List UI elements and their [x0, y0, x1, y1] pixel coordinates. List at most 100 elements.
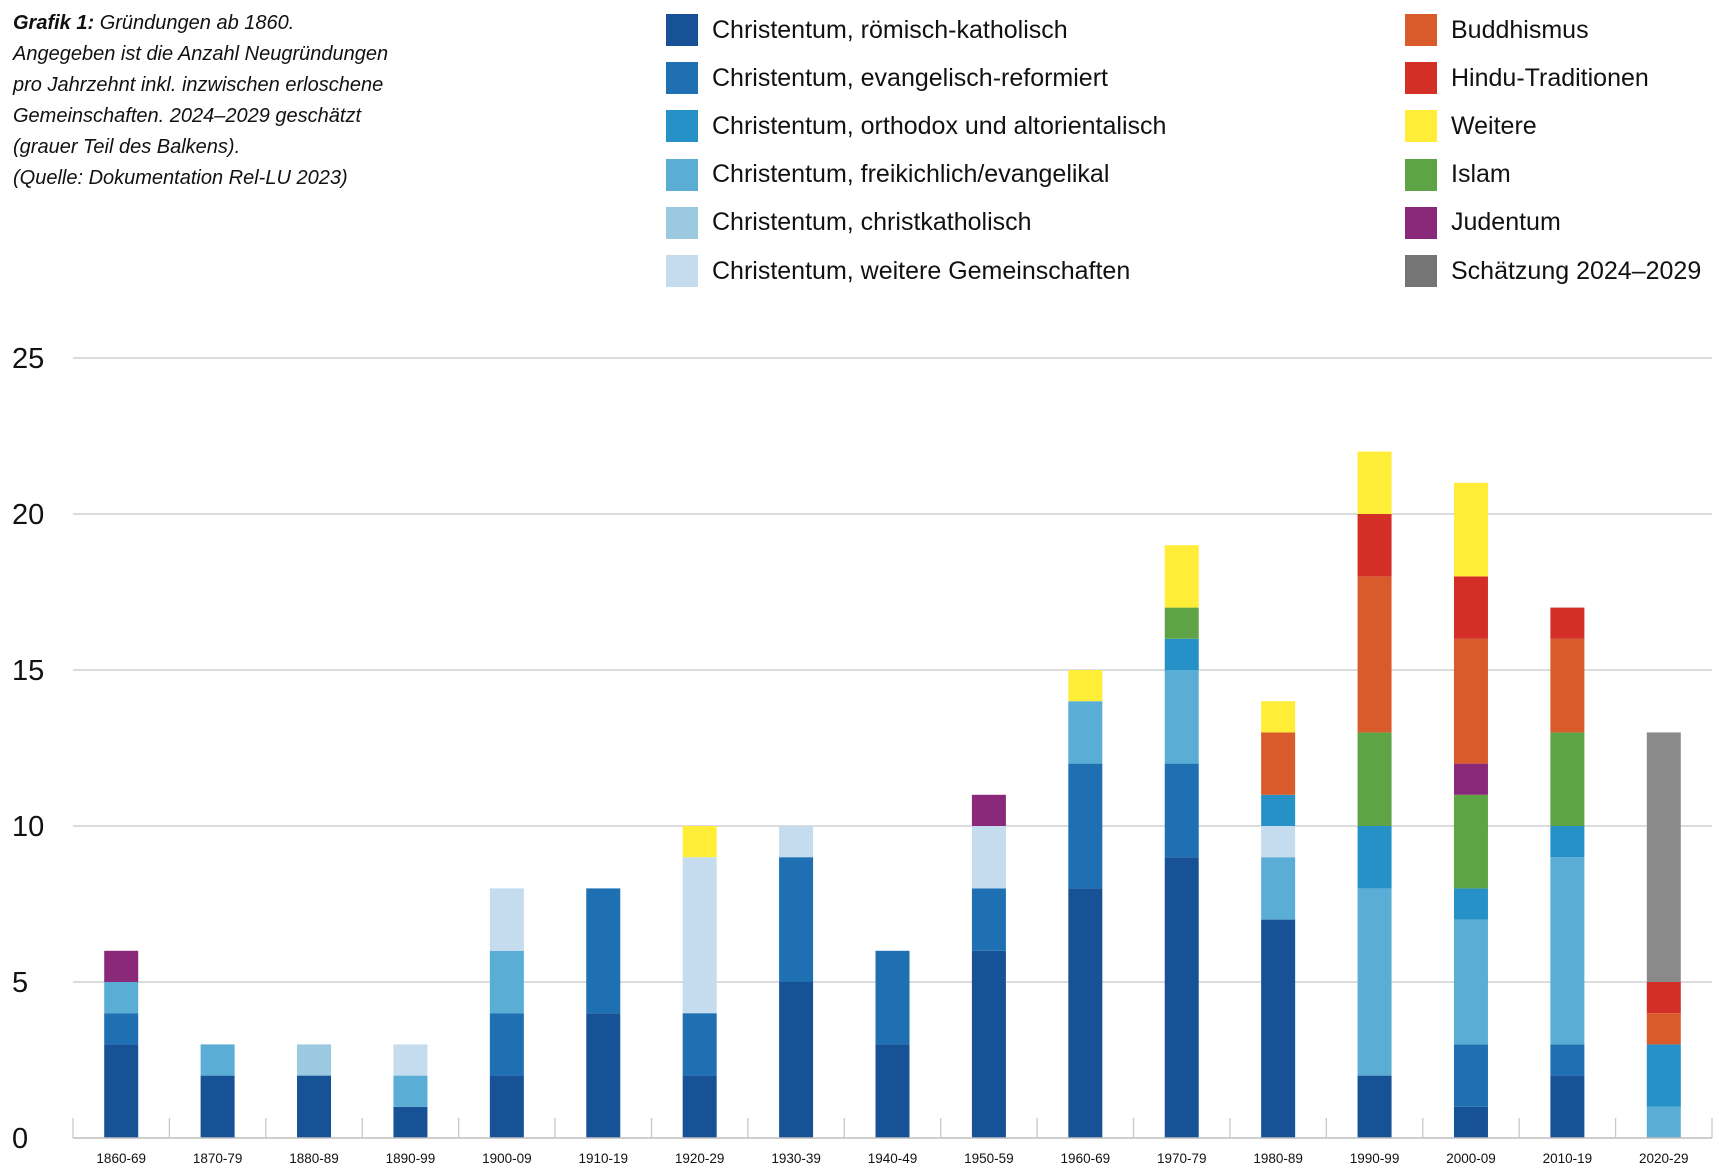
bar-segment-wg [971, 826, 1006, 889]
legend-item: Islam [1405, 151, 1701, 199]
bar-segment-hi [1646, 982, 1681, 1014]
legend-item: Schätzung 2024–2029 [1405, 247, 1701, 295]
legend-label: Christentum, römisch-katholisch [712, 15, 1068, 44]
chart-caption: Grafik 1: Gründungen ab 1860. Angegeben … [13, 8, 473, 194]
x-tick-label: 2020-29 [1639, 1151, 1689, 1166]
bar-segment-hi [1357, 514, 1392, 577]
bar-segment-we [1164, 545, 1199, 608]
bar-segment-we [1261, 701, 1296, 733]
bar-segment-wg [489, 888, 524, 951]
bar-segment-bu [1357, 576, 1392, 733]
bar-stack [1646, 732, 1681, 1138]
legend-item: Christentum, freikichlich/evangelikal [666, 151, 1166, 199]
bar-segment-bu [1261, 732, 1296, 795]
legend-swatch [1405, 110, 1437, 143]
legend-item: Christentum, weitere Gemeinschaften [666, 247, 1166, 295]
legend-column-christian: Christentum, römisch-katholisch Christen… [666, 6, 1166, 295]
bar-segment-wg [779, 826, 814, 858]
bar-stack [1164, 545, 1199, 1138]
bar-segment-or [1453, 888, 1488, 920]
legend-item: Judentum [1405, 199, 1701, 247]
x-tick-label: 1880-89 [289, 1151, 339, 1166]
bar-stack [682, 826, 717, 1138]
legend-item: Buddhismus [1405, 6, 1701, 54]
bar-segment-bu [1453, 638, 1488, 764]
bar-stack [1261, 701, 1296, 1138]
bar-segment-rk [586, 1013, 621, 1138]
caption-title-bold: Grafik 1: [13, 12, 95, 34]
y-tick-label: 20 [12, 499, 44, 531]
bar-segment-rk [104, 1044, 139, 1138]
bar-segment-fr [489, 950, 524, 1014]
x-tick-label: 1970-79 [1157, 1151, 1207, 1166]
bar-segment-wg [393, 1044, 428, 1076]
bar-segment-er [1453, 1044, 1488, 1107]
bar-segment-fr [200, 1044, 235, 1076]
bar-segment-rk [1164, 857, 1199, 1138]
legend-label: Christentum, freikichlich/evangelikal [712, 160, 1110, 189]
legend-item: Christentum, christkatholisch [666, 199, 1166, 247]
bar-segment-is [1357, 732, 1392, 826]
bar-stack [104, 950, 139, 1138]
bar-stack [875, 950, 910, 1138]
bar-segment-we [1068, 670, 1103, 702]
legend-swatch [1405, 255, 1437, 288]
caption-source: (Quelle: Dokumentation Rel-LU 2023) [13, 167, 348, 189]
bar-segment-rk [1068, 888, 1103, 1138]
legend-column-other: Buddhismus Hindu-Traditionen Weitere Isl… [1405, 6, 1701, 295]
bar-segment-rk [971, 950, 1006, 1138]
bars [104, 451, 1681, 1138]
legend-label: Hindu-Traditionen [1451, 63, 1649, 92]
x-tick-label: 1870-79 [193, 1151, 243, 1166]
bar-segment-fr [1453, 919, 1488, 1045]
bar-stack [1550, 607, 1585, 1138]
bar-segment-er [971, 888, 1006, 951]
x-tick-label: 1960-69 [1061, 1151, 1111, 1166]
bar-segment-er [1550, 1044, 1585, 1076]
caption-line: Gemeinschaften. 2024–2029 geschätzt [13, 105, 362, 127]
legend-item: Christentum, römisch-katholisch [666, 6, 1166, 54]
legend-label: Christentum, weitere Gemeinschaften [712, 256, 1131, 285]
bar-segment-er [779, 857, 814, 982]
bar-segment-rk [1550, 1075, 1585, 1138]
bar-segment-rk [682, 1075, 717, 1138]
bar-segment-fr [393, 1075, 428, 1107]
bar-segment-bu [1646, 1013, 1681, 1045]
bar-stack [971, 794, 1006, 1138]
legend-label: Christentum, evangelisch-reformiert [712, 63, 1108, 92]
legend-item: Hindu-Traditionen [1405, 54, 1701, 102]
y-tick-label: 5 [12, 967, 28, 999]
bar-segment-we [682, 826, 717, 858]
bar-segment-est [1646, 732, 1681, 982]
legend-swatch [666, 110, 698, 143]
bar-stack [200, 1044, 235, 1138]
bar-segment-ju [1453, 763, 1488, 795]
legend-swatch [666, 14, 698, 47]
bar-stack [297, 1044, 332, 1138]
bar-segment-wg [1261, 826, 1296, 858]
bar-segment-fr [1164, 670, 1199, 764]
bar-stack [1068, 670, 1103, 1138]
bar-segment-or [1357, 826, 1392, 889]
bar-segment-fr [1357, 888, 1392, 1076]
x-tick-label: 1890-99 [386, 1151, 436, 1166]
legend-label: Christentum, orthodox und altorientalisc… [712, 111, 1167, 140]
legend-swatch [1405, 62, 1437, 95]
bar-segment-rk [1357, 1075, 1392, 1138]
bar-segment-rk [779, 982, 814, 1138]
bar-segment-we [1453, 482, 1488, 577]
caption-line: (grauer Teil des Balkens). [13, 136, 241, 158]
bar-segment-er [682, 1013, 717, 1076]
legend-swatch [1405, 206, 1437, 239]
x-tick-label: 1910-19 [578, 1151, 628, 1166]
bar-segment-hi [1550, 607, 1585, 639]
y-tick-label: 15 [12, 655, 44, 687]
bar-stack [586, 888, 621, 1138]
x-tick-label: 1940-49 [868, 1151, 918, 1166]
legend-label: Judentum [1451, 208, 1561, 237]
legend-swatch [1405, 158, 1437, 191]
legend-swatch [666, 158, 698, 191]
bar-segment-fr [1550, 857, 1585, 1045]
y-tick-label: 10 [12, 811, 44, 843]
bar-segment-fr [104, 982, 139, 1014]
